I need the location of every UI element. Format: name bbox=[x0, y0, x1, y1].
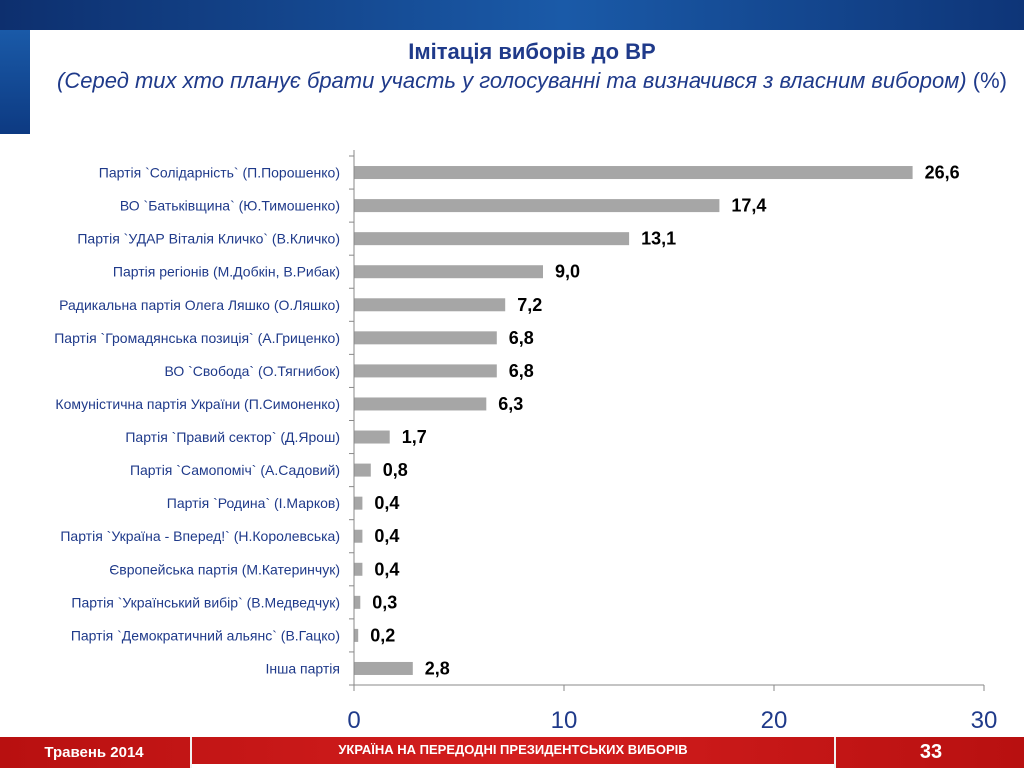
value-label: 9,0 bbox=[555, 262, 580, 282]
slide-subtitle: (Серед тих хто планує брати участь у гол… bbox=[40, 66, 1024, 96]
category-label: Радикальна партія Олега Ляшко (О.Ляшко) bbox=[59, 297, 340, 313]
value-label: 0,4 bbox=[374, 559, 399, 579]
x-tick-label: 10 bbox=[551, 707, 578, 734]
bar bbox=[354, 298, 506, 312]
category-label: Партія `Україна - Вперед!` (Н.Королевськ… bbox=[60, 528, 340, 544]
subtitle-italic: (Серед тих хто планує брати участь у гол… bbox=[57, 68, 967, 93]
category-label: Партія `Солідарність` (П.Порошенко) bbox=[99, 165, 340, 181]
value-label: 17,4 bbox=[731, 196, 766, 216]
subtitle-unit: (%) bbox=[972, 68, 1007, 93]
bar bbox=[354, 529, 363, 543]
value-label: 6,8 bbox=[509, 328, 534, 348]
category-label: Європейська партія (М.Катеринчук) bbox=[109, 561, 340, 577]
category-label: Партія `Демократичний альянс` (В.Гацко) bbox=[71, 627, 340, 643]
value-label: 6,8 bbox=[509, 361, 534, 381]
bar bbox=[354, 463, 371, 477]
category-labels: Партія `Солідарність` (П.Порошенко) ВО `Б… bbox=[54, 165, 340, 677]
footer: Травень 2014 УКРАЇНА НА ПЕРЕДОДНІ ПРЕЗИД… bbox=[0, 737, 1024, 768]
footer-underline bbox=[192, 764, 834, 768]
category-label: Партія `Родина` (І.Марков) bbox=[167, 495, 340, 511]
value-label: 2,8 bbox=[425, 658, 450, 678]
category-label: Партія `Український вибір` (В.Медведчук) bbox=[71, 594, 340, 610]
bar bbox=[354, 562, 363, 576]
value-label: 0,4 bbox=[374, 526, 399, 546]
axes: 0 10 20 30 bbox=[347, 150, 997, 734]
value-label: 0,4 bbox=[374, 493, 399, 513]
value-label: 0,2 bbox=[370, 625, 395, 645]
bar bbox=[354, 628, 359, 642]
footer-title-text: УКРАЇНА НА ПЕРЕДОДНІ ПРЕЗИДЕНТСЬКИХ ВИБО… bbox=[338, 742, 688, 757]
x-tick-label: 20 bbox=[761, 707, 788, 734]
footer-title: УКРАЇНА НА ПЕРЕДОДНІ ПРЕЗИДЕНТСЬКИХ ВИБО… bbox=[190, 737, 836, 768]
value-label: 26,6 bbox=[925, 163, 960, 183]
bar bbox=[354, 265, 543, 279]
category-label: ВО `Свобода` (О.Тягнибок) bbox=[164, 363, 340, 379]
value-label: 1,7 bbox=[402, 427, 427, 447]
bar bbox=[354, 397, 487, 411]
value-label: 13,1 bbox=[641, 229, 676, 249]
category-label: Партія `Правий сектор` (Д.Ярош) bbox=[125, 429, 340, 445]
value-label: 0,3 bbox=[372, 592, 397, 612]
value-label: 7,2 bbox=[517, 295, 542, 315]
category-label: Партія `Самопоміч` (А.Садовий) bbox=[130, 462, 340, 478]
category-label: Партія `Громадянська позиція` (А.Гриценк… bbox=[54, 330, 340, 346]
category-label: Партія регіонів (М.Добкін, В.Рибак) bbox=[113, 264, 340, 280]
bar bbox=[354, 661, 413, 675]
title-area: Імітація виборів до ВР (Серед тих хто пл… bbox=[40, 38, 1024, 96]
category-label: Комуністична партія України (П.Симоненко… bbox=[55, 396, 340, 412]
bar bbox=[354, 331, 497, 345]
page-number: 33 bbox=[919, 741, 943, 763]
left-accent-bar bbox=[0, 30, 30, 134]
x-tick-label: 30 bbox=[971, 707, 998, 734]
value-label: 0,8 bbox=[383, 460, 408, 480]
value-labels: 26,6 17,4 13,1 9,0 7,2 6,8 6,8 6,3 1,7 0,8 0,4 0,4 0… bbox=[370, 163, 959, 679]
bars bbox=[354, 166, 913, 675]
bar bbox=[354, 430, 390, 444]
footer-date: Травень 2014 bbox=[44, 744, 144, 761]
bar bbox=[354, 199, 720, 213]
category-label: ВО `Батьківщина` (Ю.Тимошенко) bbox=[120, 198, 340, 214]
category-label: Партія `УДАР Віталія Кличко` (В.Кличко) bbox=[77, 231, 340, 247]
top-banner bbox=[0, 0, 1024, 30]
bar bbox=[354, 166, 913, 180]
value-label: 6,3 bbox=[498, 394, 523, 414]
x-tick-label: 0 bbox=[347, 707, 360, 734]
category-label: Інша партія bbox=[266, 660, 340, 676]
bar bbox=[354, 496, 363, 510]
bar bbox=[354, 364, 497, 378]
slide-title: Імітація виборів до ВР bbox=[408, 39, 656, 64]
bar bbox=[354, 232, 630, 246]
bar-chart: Партія `Солідарність` (П.Порошенко) ВО `Б… bbox=[54, 150, 997, 734]
bar bbox=[354, 595, 361, 609]
